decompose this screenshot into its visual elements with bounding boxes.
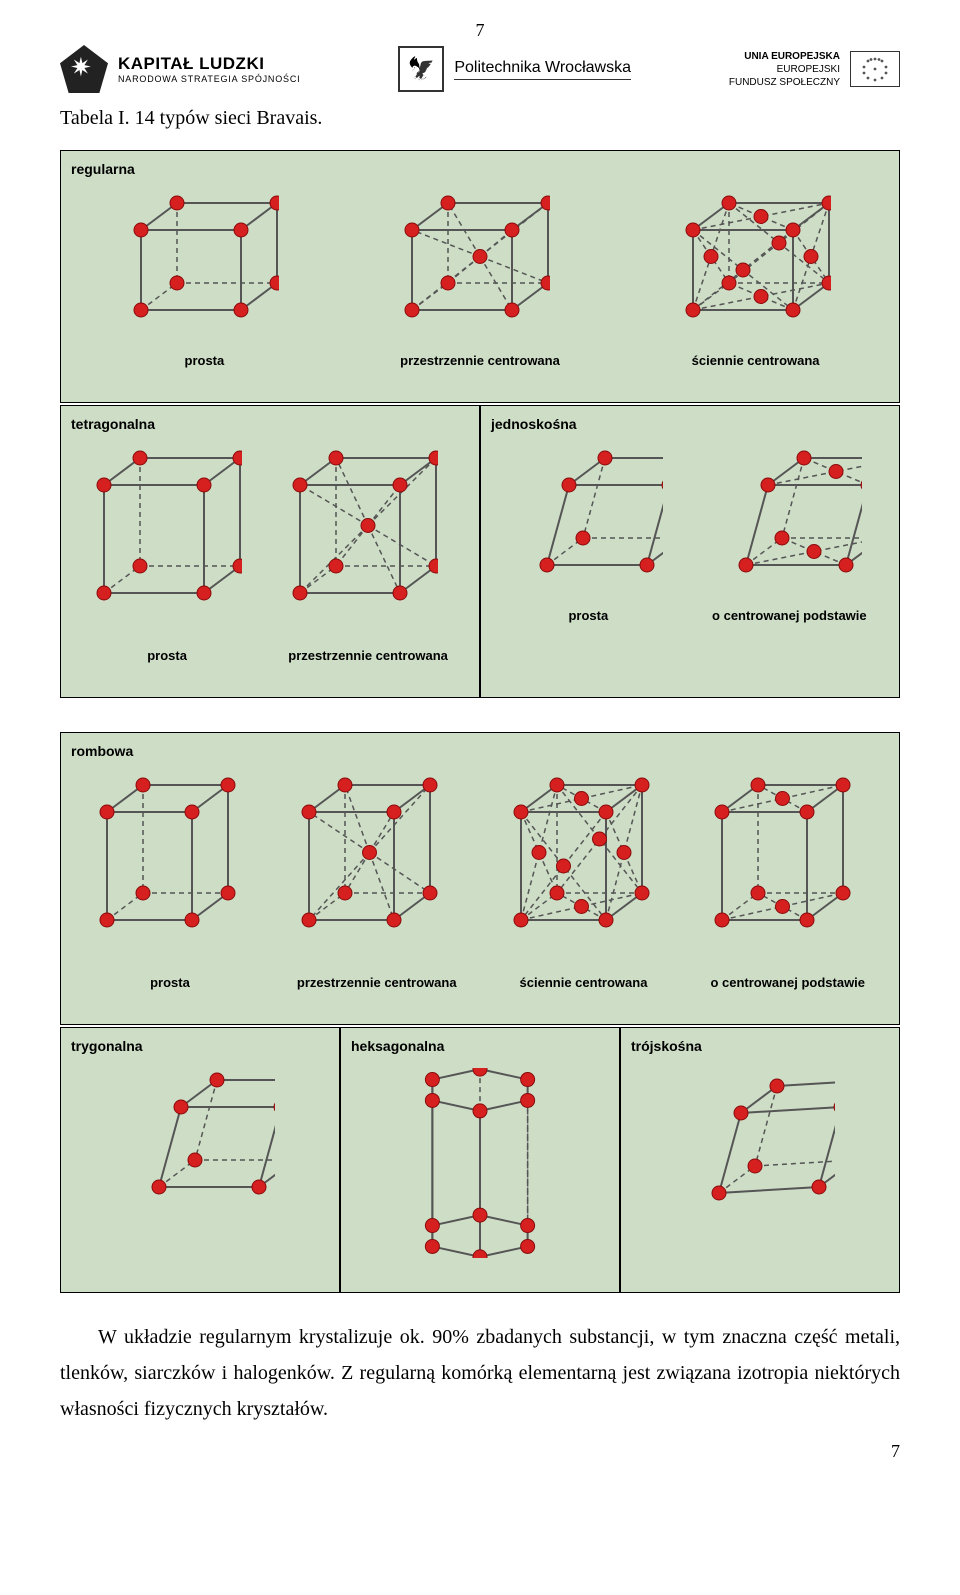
bravais-panel-trygonalna: trygonalna [60, 1027, 340, 1293]
politechnika-label: Politechnika Wrocławska [454, 59, 631, 80]
lattice-cell: o centrowanej podstawie [710, 773, 865, 990]
bravais-panel-trójskośna: trójskośna [620, 1027, 900, 1293]
panel-title: regularna [71, 161, 135, 177]
page-number-top: 7 [60, 20, 900, 41]
lattice-cell: o centrowanej podstawie [712, 446, 867, 623]
cell-caption: przestrzennie centrowana [288, 648, 448, 663]
cell-caption: o centrowanej podstawie [712, 608, 867, 623]
page-number-bottom: 7 [60, 1441, 900, 1462]
lattice-cell: ściennie centrowana [681, 191, 831, 368]
cell-caption: prosta [129, 353, 279, 368]
lattice-cell: przestrzennie centrowana [288, 446, 448, 663]
panel-title: heksagonalna [351, 1038, 444, 1054]
lattice-cell: przestrzennie centrowana [400, 191, 560, 368]
body-paragraph: W układzie regularnym krystalizuje ok. 9… [60, 1319, 900, 1427]
lattice-cell: prosta [92, 446, 242, 663]
cell-caption: przestrzennie centrowana [297, 975, 457, 990]
lattice-cell [390, 1068, 570, 1258]
eu-flag-icon [850, 51, 900, 87]
cell-caption: ściennie centrowana [509, 975, 659, 990]
bravais-panel-tetragonalna: tetragonalna prosta przestrzennie centrowa… [60, 405, 480, 698]
document-header: KAPITAŁ LUDZKI NARODOWA STRATEGIA SPÓJNO… [60, 45, 900, 93]
politechnika-logo-icon [398, 46, 444, 92]
lattice-cell: ściennie centrowana [509, 773, 659, 990]
cell-caption: ściennie centrowana [681, 353, 831, 368]
politechnika-block: Politechnika Wrocławska [398, 46, 631, 92]
panel-title: trygonalna [71, 1038, 143, 1054]
cell-caption: prosta [95, 975, 245, 990]
kapital-ludzki-logo-icon [60, 45, 108, 93]
cell-caption: prosta [92, 648, 242, 663]
kapital-title: KAPITAŁ LUDZKI [118, 54, 300, 74]
panel-title: jednoskośna [491, 416, 577, 432]
eu-line3: FUNDUSZ SPOŁECZNY [729, 76, 840, 89]
eu-block: UNIA EUROPEJSKA EUROPEJSKI FUNDUSZ SPOŁE… [729, 50, 900, 89]
eu-line1: UNIA EUROPEJSKA [729, 50, 840, 63]
kapital-subtitle: NARODOWA STRATEGIA SPÓJNOŚCI [118, 74, 300, 84]
cell-caption: prosta [513, 608, 663, 623]
panel-title: tetragonalna [71, 416, 155, 432]
cell-caption: o centrowanej podstawie [710, 975, 865, 990]
lattice-cell: przestrzennie centrowana [297, 773, 457, 990]
panel-title: trójskośna [631, 1038, 702, 1054]
cell-caption: przestrzennie centrowana [400, 353, 560, 368]
lattice-cell: prosta [513, 446, 663, 623]
lattice-cell [125, 1068, 275, 1218]
bravais-row: trygonalna heksagonalna trójskośna [60, 1027, 900, 1293]
panel-title: rombowa [71, 743, 133, 759]
bravais-panel-regularna: regularna prosta przestrzennie centrowana ś… [60, 150, 900, 403]
kapital-ludzki-block: KAPITAŁ LUDZKI NARODOWA STRATEGIA SPÓJNO… [60, 45, 300, 93]
lattice-cell: prosta [95, 773, 245, 990]
bravais-table: regularna prosta przestrzennie centrowana ś… [60, 150, 900, 1293]
bravais-panel-heksagonalna: heksagonalna [340, 1027, 620, 1293]
table-caption: Tabela I. 14 typów sieci Bravais. [60, 107, 900, 130]
lattice-cell [685, 1068, 835, 1218]
body-text: W układzie regularnym krystalizuje ok. 9… [60, 1326, 900, 1420]
bravais-panel-rombowa: rombowa prosta przestrzennie centrowana ści… [60, 732, 900, 1025]
bravais-panel-jednoskośna: jednoskośna prosta o centrowanej podstawie [480, 405, 900, 698]
lattice-cell: prosta [129, 191, 279, 368]
eu-line2: EUROPEJSKI [729, 63, 840, 76]
bravais-row: tetragonalna prosta przestrzennie centrowa… [60, 405, 900, 698]
